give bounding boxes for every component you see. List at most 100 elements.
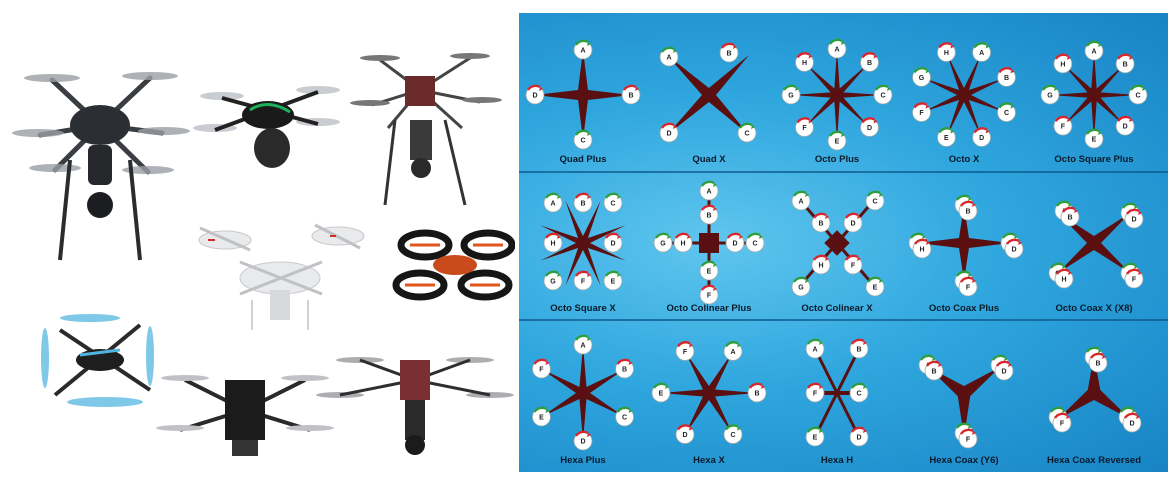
- motor-f: F: [912, 102, 931, 123]
- config-label: Quad Plus: [560, 154, 607, 165]
- motor-label: A: [666, 55, 671, 62]
- motor-label: H: [1060, 61, 1065, 68]
- motor-d: D: [725, 232, 745, 253]
- motor-f: F: [958, 276, 978, 297]
- motor-label: C: [752, 241, 757, 248]
- config-label: Hexa Coax (Y6): [929, 455, 998, 466]
- frame-body: [541, 345, 625, 441]
- motor-label: E: [539, 415, 544, 422]
- motor-label: D: [532, 93, 537, 100]
- frame-body: [667, 55, 749, 135]
- motor-label: F: [683, 349, 688, 356]
- frame-body: [791, 49, 883, 141]
- motor-label: A: [812, 347, 817, 354]
- motor-b: B: [747, 382, 767, 403]
- motor-label: H: [944, 50, 949, 57]
- motor-label: D: [610, 241, 615, 248]
- motor-label: G: [798, 285, 804, 292]
- motor-label: B: [622, 367, 627, 374]
- motor-label: F: [851, 263, 856, 270]
- motor-label: D: [666, 131, 671, 138]
- config-octocolx: A B C D E F G H Octo Colinear X: [791, 190, 885, 314]
- frame-body: [918, 205, 1010, 281]
- motor-label: F: [1132, 277, 1137, 284]
- config-label: Hexa Plus: [560, 455, 605, 466]
- config-hexax: A B C D E F Hexa X: [651, 341, 767, 466]
- motor-label: D: [1129, 421, 1134, 428]
- motor-label: C: [880, 93, 885, 100]
- motor-b: B: [924, 360, 944, 381]
- motor-label: G: [1047, 93, 1053, 100]
- motor-label: B: [965, 209, 970, 216]
- motor-d: D: [994, 360, 1014, 381]
- config-label: Octo Square Plus: [1054, 154, 1133, 165]
- motor-label: B: [931, 369, 936, 376]
- motor-label: A: [580, 343, 585, 350]
- motor-label: F: [966, 437, 971, 444]
- config-quadplus: A B C D Quad Plus: [525, 39, 641, 165]
- config-label: Octo Plus: [815, 154, 859, 165]
- frame-body: [928, 367, 1000, 437]
- motor-label: E: [873, 285, 878, 292]
- motor-d: D: [1004, 238, 1024, 259]
- hexacopter-dark-photo: [12, 72, 190, 261]
- motor-d: D: [860, 117, 879, 137]
- motor-label: B: [1095, 361, 1100, 368]
- motor-label: H: [680, 241, 685, 248]
- motor-g: G: [781, 84, 801, 105]
- frame-body: [540, 200, 626, 286]
- motor-label: B: [580, 201, 585, 208]
- motor-d: D: [843, 212, 863, 233]
- config-quadx: A B C D Quad X: [659, 42, 757, 165]
- large-octo-gimbal-photo: [316, 357, 514, 455]
- motor-h: H: [1053, 53, 1073, 74]
- motor-label: B: [867, 60, 872, 67]
- motor-b: B: [699, 204, 719, 225]
- motor-label: C: [744, 131, 749, 138]
- motor-d: D: [972, 127, 992, 147]
- config-hexah: A B C D E F Hexa H: [805, 338, 869, 466]
- motor-label: G: [660, 241, 666, 248]
- motor-label: E: [813, 435, 818, 442]
- motor-label: C: [872, 199, 877, 206]
- motor-b: B: [573, 192, 593, 213]
- motor-label: B: [726, 51, 731, 58]
- white-phantom-quads-photo: [198, 223, 365, 330]
- motor-label: D: [580, 439, 585, 446]
- motor-b: B: [1060, 206, 1080, 227]
- motor-g: G: [912, 67, 931, 87]
- motor-g: G: [543, 270, 563, 291]
- motor-label: E: [835, 139, 840, 146]
- motor-f: F: [699, 284, 719, 305]
- motor-label: C: [610, 201, 615, 208]
- motor-c: C: [603, 192, 623, 213]
- config-octoplus: A B C D E F G H Octo Plus: [781, 38, 893, 165]
- motor-label: C: [1135, 93, 1140, 100]
- motor-label: A: [979, 50, 984, 57]
- motor-label: E: [707, 269, 712, 276]
- motor-h: H: [543, 232, 563, 253]
- motor-label: D: [850, 221, 855, 228]
- motor-label: E: [1092, 137, 1097, 144]
- motor-label: F: [1061, 124, 1066, 131]
- motor-f: F: [843, 254, 863, 275]
- motor-f: F: [795, 117, 814, 137]
- config-label: Octo Square X: [550, 303, 616, 314]
- motor-label: B: [818, 221, 823, 228]
- motor-e: E: [699, 260, 719, 281]
- motor-c: C: [997, 102, 1016, 123]
- motor-d: D: [675, 424, 695, 444]
- config-octosqx: A B C D E F G H Octo Square X: [540, 192, 626, 314]
- motor-label: E: [611, 279, 616, 286]
- motor-e: E: [532, 406, 551, 427]
- motor-label: H: [919, 247, 924, 254]
- motor-h: H: [811, 254, 831, 275]
- motor-d: D: [525, 84, 545, 105]
- motor-c: C: [865, 190, 885, 211]
- motor-e: E: [865, 276, 885, 297]
- motor-b: B: [1115, 53, 1135, 74]
- motor-e: E: [805, 426, 825, 447]
- motor-f: F: [805, 382, 825, 403]
